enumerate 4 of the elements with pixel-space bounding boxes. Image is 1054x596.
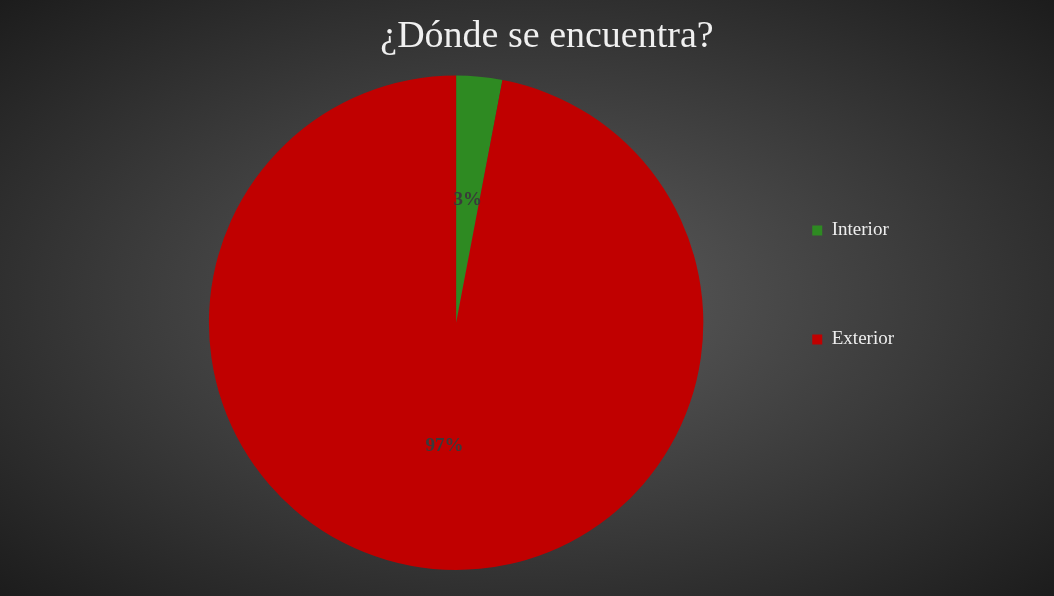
chart-title: ¿Dónde se encuentra? bbox=[380, 12, 714, 55]
legend-label: Interior bbox=[831, 218, 890, 240]
data-label: 97% bbox=[425, 433, 464, 455]
legend-label: Exterior bbox=[831, 327, 895, 349]
